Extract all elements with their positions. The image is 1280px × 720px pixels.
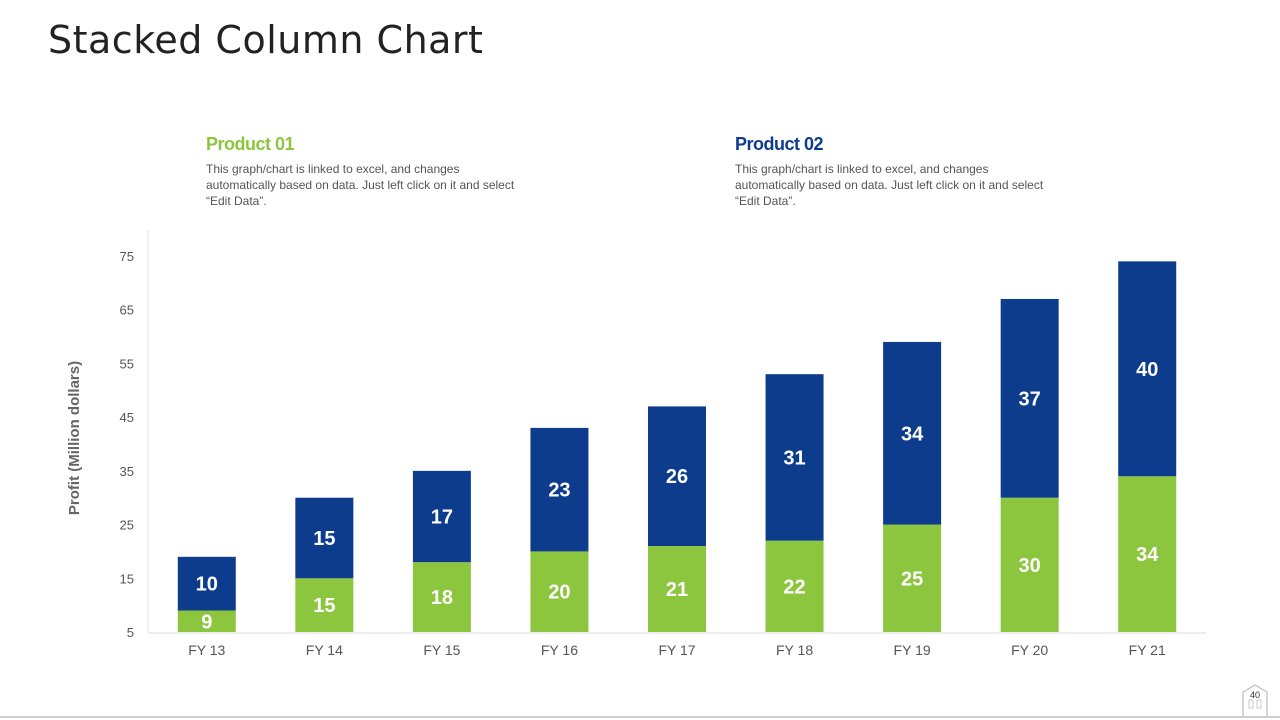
bar-segment [1118,261,1177,477]
y-tick-label: 35 [120,464,134,479]
bar-segment [648,546,706,632]
legend-product-02: Product 02 This graph/chart is linked to… [735,134,1055,209]
data-label: 10 [196,574,218,596]
bar-segment [648,406,706,547]
bar-segment [1118,476,1177,632]
y-tick-label: 55 [120,356,134,371]
x-tick-label: FY 14 [306,642,343,658]
page-title: Stacked Column Chart [48,18,484,62]
x-tick-label: FY 21 [1129,642,1166,658]
x-tick-label: FY 18 [776,642,813,658]
bar-segment [1000,497,1059,632]
x-tick-label: FY 20 [1011,642,1048,658]
bar-segment [412,470,471,563]
bar-segment [765,540,824,632]
bar-segment [177,556,236,611]
data-label: 34 [901,423,924,445]
y-tick-label: 75 [120,249,134,264]
y-tick-label: 5 [127,625,134,640]
page-number: 40 [1250,690,1261,700]
data-label: 18 [431,587,453,609]
bar-segment [765,374,824,541]
x-tick-label: FY 17 [658,642,695,658]
legend-heading-product-01: Product 01 [206,134,295,154]
bar-segment [1000,298,1059,498]
bar-segment [412,562,471,632]
x-tick-label: FY 19 [894,642,931,658]
legend-description-product-02: This graph/chart is linked to excel, and… [735,162,1044,208]
bar-segment [883,341,942,525]
y-tick-label: 45 [120,410,134,425]
y-tick-label: 15 [120,571,134,586]
y-tick-label: 25 [120,518,134,533]
data-label: 20 [548,582,570,604]
y-tick-label: 65 [120,303,134,318]
bar-segment [177,610,236,632]
data-label: 17 [431,507,453,529]
data-label: 9 [201,611,212,633]
bottom-divider [0,716,1280,718]
data-label: 34 [1136,544,1159,566]
data-label: 23 [548,480,570,502]
data-label: 15 [313,595,335,617]
bar-segment [295,578,354,632]
data-label: 26 [666,466,688,488]
data-label: 37 [1019,388,1041,410]
x-tick-label: FY 13 [188,642,225,658]
data-label: 30 [1019,555,1041,577]
slide-corner-icon [1242,684,1268,717]
data-label: 22 [783,576,805,598]
legend-heading-product-02: Product 02 [735,134,824,154]
x-tick-label: FY 15 [423,642,460,658]
bar-segment [530,427,589,552]
bar-segment [295,497,354,579]
data-label: 40 [1136,359,1158,381]
legend-product-01: Product 01 This graph/chart is linked to… [206,134,526,209]
data-label: 25 [901,568,923,590]
bar-segment [530,551,589,632]
x-tick-label: FY 16 [541,642,578,658]
y-axis-label: Profit (Million dollars) [66,361,83,515]
data-label: 15 [313,528,335,550]
data-label: 21 [666,579,688,601]
legend-description-product-01: This graph/chart is linked to excel, and… [206,162,515,208]
data-label: 31 [783,447,805,469]
bar-segment [883,524,942,632]
